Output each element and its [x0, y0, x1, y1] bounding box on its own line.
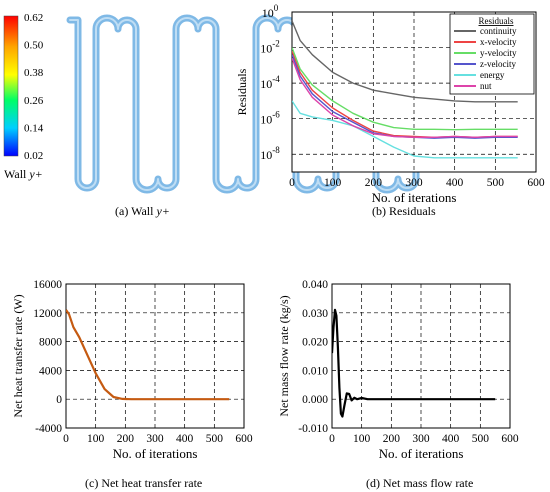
- legend-entry: nut: [480, 81, 492, 91]
- x-tick-label: 300: [405, 177, 423, 189]
- caption-mass-flow: (d) Net mass flow rate: [366, 476, 474, 490]
- x-tick-label: 600: [501, 433, 519, 445]
- legend-entry: y-velocity: [480, 48, 517, 58]
- legend-title: Residuals: [479, 16, 514, 26]
- x-tick-label: 500: [206, 433, 224, 445]
- x-tick-label: 0: [329, 433, 335, 445]
- legend-entry: energy: [480, 70, 505, 80]
- caption-heat-transfer: (c) Net heat transfer rate: [85, 476, 203, 490]
- x-tick-label: 100: [324, 177, 342, 189]
- y-tick-label: 0.000: [302, 394, 328, 406]
- colorbar-tick-label: 0.02: [24, 150, 43, 162]
- y-tick-label: -4000: [35, 423, 62, 435]
- series-line-y-velocity: [292, 47, 518, 131]
- y-tick-label: -0.010: [298, 423, 328, 435]
- x-tick-label: 200: [365, 177, 383, 189]
- y-tick-label: 0: [56, 394, 62, 406]
- colorbar-tick-label: 0.14: [24, 122, 44, 134]
- y-axis-label: Net heat transfer rate (W): [11, 294, 25, 417]
- x-tick-label: 400: [176, 433, 194, 445]
- x-tick-label: 200: [383, 433, 401, 445]
- y-tick-label: 4000: [39, 365, 62, 377]
- x-tick-label: 600: [527, 177, 545, 189]
- x-tick-label: 400: [442, 433, 460, 445]
- legend-entry: z-velocity: [480, 59, 516, 69]
- x-tick-label: 300: [412, 433, 430, 445]
- legend-entry: x-velocity: [480, 37, 517, 47]
- colorbar-tick-label: 0.38: [24, 67, 44, 79]
- series-line-heat: [66, 309, 230, 401]
- x-tick-label: 400: [446, 177, 464, 189]
- y-tick-label: 10-2: [260, 39, 280, 56]
- x-axis-label: No. of iterations: [379, 446, 464, 461]
- series-line-nut: [292, 57, 518, 139]
- y-tick-label: 0.030: [302, 308, 328, 320]
- series-line-mass: [332, 308, 496, 418]
- x-tick-label: 600: [235, 433, 253, 445]
- y-tick-label: 0.010: [302, 365, 328, 377]
- x-tick-label: 200: [117, 433, 135, 445]
- y-tick-label: 8000: [39, 337, 62, 349]
- colorbar-tick-label: 0.62: [24, 12, 43, 24]
- x-tick-label: 0: [63, 433, 69, 445]
- y-tick-label: 0.020: [302, 337, 328, 349]
- colorbar-label: Wall y+: [4, 167, 43, 181]
- series-line-continuity: [292, 20, 518, 103]
- chart-residuals: 0 100 200 300 400 500 600 100 10-2 10-4 10-6 10-8 No…: [235, 3, 545, 205]
- x-tick-label: 500: [472, 433, 490, 445]
- y-tick-label: 100: [262, 3, 279, 20]
- caption-residuals: (b) Residuals: [372, 204, 436, 218]
- chart-mass: 0 100 200 300 400 500 600 0.040 0.030 0.020 0.010 0…: [277, 279, 519, 461]
- x-axis-label: No. of iterations: [113, 446, 198, 461]
- chart-heat: 0 100 200 300 400 500 6001600012000800040000-4…: [11, 279, 253, 461]
- legend-entry: continuity: [480, 26, 517, 36]
- colorbar-tick-label: 0.26: [24, 95, 44, 107]
- x-tick-label: 100: [87, 433, 105, 445]
- x-tick-label: 300: [146, 433, 164, 445]
- y-tick-label: 10-8: [260, 145, 280, 162]
- x-tick-label: 500: [487, 177, 505, 189]
- x-tick-label: 0: [289, 177, 295, 189]
- colorbar: [3, 15, 19, 157]
- x-tick-label: 100: [353, 433, 371, 445]
- y-tick-label: 16000: [33, 279, 62, 291]
- colorbar-tick-label: 0.50: [24, 40, 44, 52]
- x-axis-label: No. of iterations: [372, 190, 457, 205]
- series-line-energy: [292, 100, 518, 159]
- y-tick-label: 10-4: [260, 74, 280, 91]
- y-axis-label: Residuals: [235, 68, 249, 115]
- y-tick-label: 10-6: [260, 110, 280, 127]
- caption-wall-yplus: (a) Wall y+: [115, 204, 170, 218]
- y-axis-label: Net mass flow rate (kg/s): [277, 295, 291, 416]
- y-tick-label: 0.040: [302, 279, 328, 291]
- y-tick-label: 12000: [33, 308, 62, 320]
